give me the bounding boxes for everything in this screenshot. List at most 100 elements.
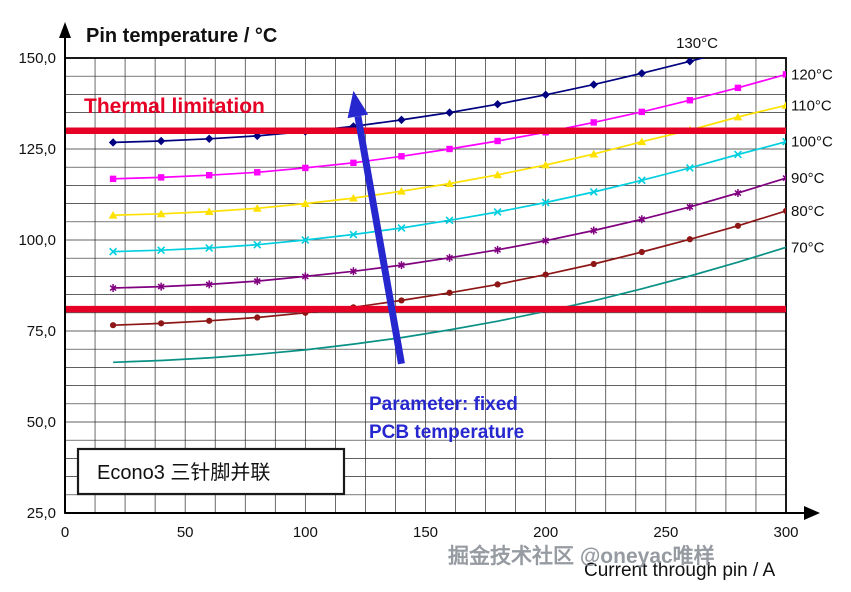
marker-circle (254, 314, 261, 321)
marker-x (205, 244, 214, 252)
marker-triangle (252, 204, 262, 212)
parameter-arrowhead-icon (347, 90, 369, 119)
marker-asterisk (494, 245, 502, 254)
marker-square (638, 108, 645, 116)
marker-x (541, 198, 550, 207)
econo-callout-box (76, 447, 346, 496)
marker-asterisk (205, 280, 213, 289)
series-label-70°C: 70°C (791, 239, 825, 256)
marker-asterisk (349, 267, 357, 276)
marker-triangle (637, 137, 647, 146)
marker-square (446, 145, 453, 153)
marker-asterisk (253, 277, 261, 286)
x-tick-label-200: 200 (533, 524, 558, 541)
marker-square (782, 71, 786, 78)
series-line-110°C (113, 104, 786, 217)
marker-square (350, 159, 357, 167)
marker-x (253, 240, 262, 249)
thermal-limitation-label: Thermal limitation (84, 95, 265, 118)
marker-diamond (205, 134, 214, 144)
marker-asterisk (638, 215, 646, 224)
y-tick-label-150: 150,0 (18, 50, 56, 67)
marker-circle (109, 322, 117, 329)
marker-circle (494, 281, 501, 288)
marker-asterisk (446, 253, 454, 262)
marker-square (302, 164, 309, 172)
x-tick-label-150: 150 (413, 524, 438, 541)
marker-circle (638, 248, 645, 256)
marker-x (589, 187, 598, 196)
marker-x (685, 163, 694, 172)
marker-square (494, 137, 501, 145)
marker-triangle (108, 211, 118, 219)
econo-callout-label: Econo3 三针脚并联 (97, 461, 270, 484)
marker-asterisk (397, 261, 405, 270)
marker-square (109, 175, 117, 183)
marker-circle (734, 222, 742, 229)
parameter-arrow-shaft (354, 115, 405, 365)
marker-triangle (397, 187, 406, 195)
y-tick-label-125: 125,0 (18, 141, 56, 158)
x-axis-title: Current through pin / A (584, 560, 775, 581)
x-tick-label-250: 250 (653, 524, 678, 541)
marker-circle (158, 320, 165, 327)
marker-diamond (589, 80, 598, 89)
marker-triangle (300, 199, 310, 207)
marker-diamond (734, 44, 742, 52)
marker-asterisk (301, 272, 309, 281)
x-tick-label-300: 300 (773, 524, 798, 541)
marker-diamond (156, 136, 166, 146)
marker-x (782, 137, 786, 146)
marker-diamond (397, 115, 406, 125)
marker-asterisk (542, 236, 550, 245)
marker-triangle (156, 209, 166, 218)
series-line-70°C (113, 246, 786, 364)
marker-square (398, 153, 405, 160)
x-tick-label-0: 0 (61, 524, 69, 541)
marker-triangle (781, 101, 786, 109)
y-axis-arrowhead-icon (59, 22, 71, 38)
marker-square (686, 97, 694, 104)
marker-diamond (108, 138, 118, 147)
marker-circle (782, 207, 786, 214)
series-line-90°C (113, 177, 786, 289)
parameter-note-line2: PCB temperature (369, 422, 524, 443)
marker-triangle (541, 160, 551, 169)
marker-diamond (541, 90, 550, 99)
marker-x (397, 224, 406, 232)
marker-x (733, 150, 742, 159)
marker-circle (206, 317, 213, 324)
marker-x (157, 246, 166, 255)
marker-x (109, 247, 118, 256)
marker-circle (590, 260, 597, 268)
marker-x (349, 230, 358, 239)
x-axis-arrowhead-icon (804, 506, 820, 520)
chart-title: Pin temperature / °C (86, 25, 277, 47)
marker-square (157, 174, 165, 181)
series-line-100°C (113, 140, 786, 253)
marker-square (734, 84, 742, 92)
y-tick-label-25: 25,0 (27, 505, 56, 522)
y-tick-label-50: 50,0 (27, 414, 56, 431)
marker-diamond (493, 100, 502, 109)
marker-x (637, 176, 646, 185)
marker-circle (398, 297, 405, 304)
marker-asterisk (734, 189, 742, 198)
marker-circle (446, 289, 453, 296)
parameter-note-line1: Parameter: fixed (369, 394, 518, 415)
threshold-layer (65, 127, 786, 313)
series-label-90°C: 90°C (791, 170, 825, 187)
parameter-arrow (347, 90, 405, 365)
marker-diamond (685, 58, 695, 66)
marker-circle (542, 271, 549, 278)
series-layer (108, 44, 786, 364)
series-label-120°C: 120°C (791, 66, 833, 83)
series-label-100°C: 100°C (791, 134, 833, 151)
marker-square (590, 119, 597, 126)
watermark-text: 掘金技术社区 @oneyac唯样 (448, 544, 715, 568)
marker-x (301, 236, 310, 244)
marker-asterisk (590, 226, 598, 235)
marker-asterisk (782, 174, 786, 183)
